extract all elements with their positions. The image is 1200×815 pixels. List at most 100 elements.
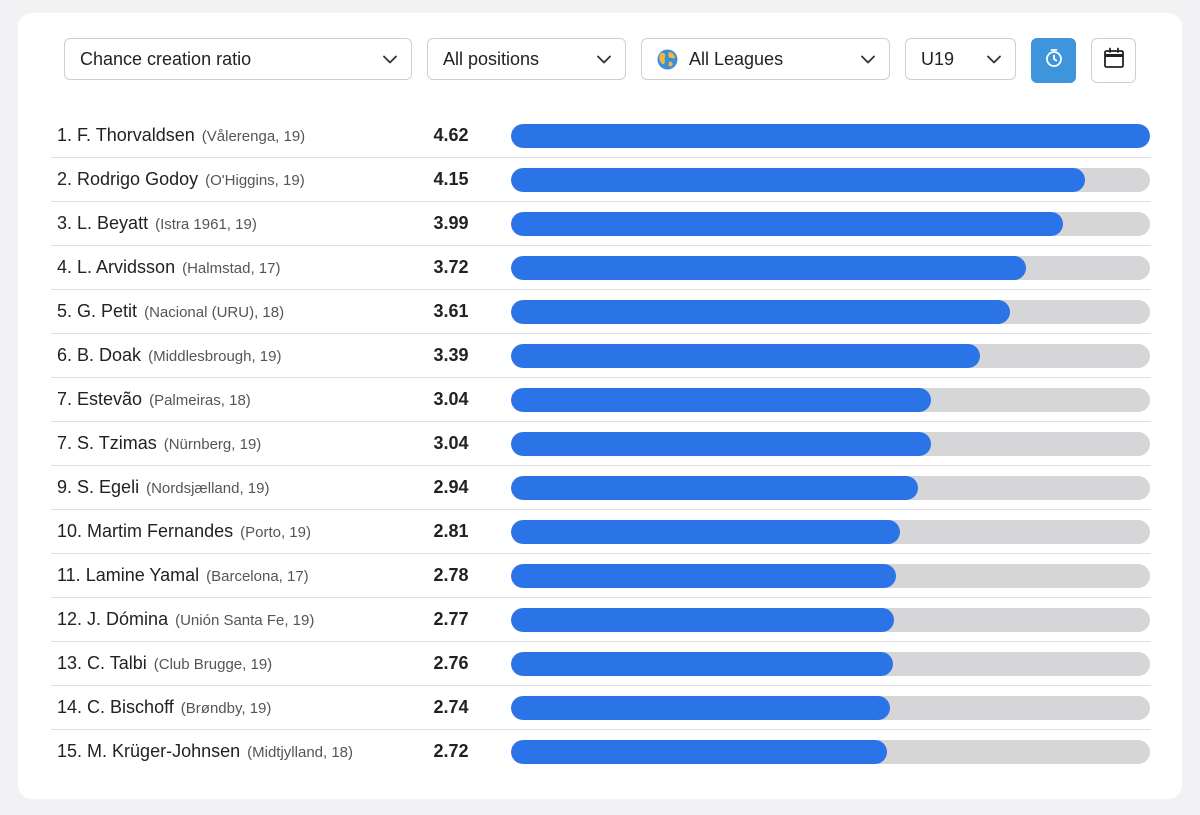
bar-fill <box>511 124 1150 148</box>
bar-track <box>511 300 1150 324</box>
bar-track <box>511 344 1150 368</box>
bar-fill <box>511 564 896 588</box>
ranking-list: 1. F. Thorvaldsen (Vålerenga, 19) 4.62 2. … <box>51 114 1151 774</box>
bar-track <box>511 608 1150 632</box>
table-row[interactable]: 1. F. Thorvaldsen (Vålerenga, 19) 4.62 <box>51 114 1151 158</box>
player-name-cell: 13. C. Talbi (Club Brugge, 19) <box>57 642 272 685</box>
filter-toolbar: Chance creation ratio All positions All … <box>18 13 1182 113</box>
player-name[interactable]: C. Bischoff <box>87 697 174 717</box>
chevron-down-icon <box>383 52 397 66</box>
player-name[interactable]: M. Krüger-Johnsen <box>87 741 241 761</box>
league-select[interactable]: All Leagues <box>641 38 890 80</box>
calendar-filter-button[interactable] <box>1091 38 1136 83</box>
player-name-cell: 3. L. Beyatt (Istra 1961, 19) <box>57 202 257 245</box>
table-row[interactable]: 7. S. Tzimas (Nürnberg, 19) 3.04 <box>51 422 1151 466</box>
calendar-icon <box>1103 47 1125 74</box>
player-name[interactable]: Lamine Yamal <box>85 565 200 585</box>
player-club: (Nacional (URU), 18) <box>144 304 285 321</box>
table-row[interactable]: 5. G. Petit (Nacional (URU), 18) 3.61 <box>51 290 1151 334</box>
player-name[interactable]: G. Petit <box>77 301 138 321</box>
position-select-value: All positions <box>443 48 540 69</box>
stopwatch-icon <box>1044 48 1064 73</box>
bar-fill <box>511 476 918 500</box>
player-value: 4.15 <box>433 169 469 189</box>
bar-track <box>511 388 1150 412</box>
table-row[interactable]: 3. L. Beyatt (Istra 1961, 19) 3.99 <box>51 202 1151 246</box>
chevron-down-icon <box>861 52 875 66</box>
player-name[interactable]: S. Egeli <box>77 477 140 497</box>
player-name-cell: 6. B. Doak (Middlesbrough, 19) <box>57 334 281 377</box>
player-club: (Unión Santa Fe, 19) <box>175 612 315 629</box>
player-name[interactable]: L. Beyatt <box>77 213 149 233</box>
player-name[interactable]: S. Tzimas <box>77 433 157 453</box>
table-row[interactable]: 7. Estevão (Palmeiras, 18) 3.04 <box>51 378 1151 422</box>
player-rank: 2. <box>57 169 73 189</box>
player-value: 3.99 <box>433 213 469 233</box>
bar-fill <box>511 608 895 632</box>
bar-track <box>511 652 1150 676</box>
player-club: (Club Brugge, 19) <box>153 656 273 673</box>
bar-fill <box>511 388 932 412</box>
player-value: 2.78 <box>433 565 469 585</box>
bar-track <box>511 124 1150 148</box>
table-row[interactable]: 6. B. Doak (Middlesbrough, 19) 3.39 <box>51 334 1151 378</box>
table-row[interactable]: 9. S. Egeli (Nordsjælland, 19) 2.94 <box>51 466 1151 510</box>
player-club: (Middlesbrough, 19) <box>148 348 282 365</box>
bar-track <box>511 520 1150 544</box>
player-name[interactable]: J. Dómina <box>87 609 169 629</box>
table-row[interactable]: 15. M. Krüger-Johnsen (Midtjylland, 18) 2… <box>51 730 1151 774</box>
player-name-cell: 4. L. Arvidsson (Halmstad, 17) <box>57 246 280 289</box>
player-value: 3.72 <box>433 257 469 277</box>
player-name[interactable]: C. Talbi <box>87 653 147 673</box>
bar-fill <box>511 300 1011 324</box>
bar-fill <box>511 740 888 764</box>
position-select[interactable]: All positions <box>427 38 626 80</box>
player-name[interactable]: Estevão <box>77 389 143 409</box>
player-name-cell: 7. S. Tzimas (Nürnberg, 19) <box>57 422 261 465</box>
metric-select-value: Chance creation ratio <box>80 48 252 69</box>
bar-fill <box>511 696 890 720</box>
player-club: (Istra 1961, 19) <box>155 216 257 233</box>
metric-select[interactable]: Chance creation ratio <box>64 38 412 80</box>
player-name-cell: 14. C. Bischoff (Brøndby, 19) <box>57 686 271 729</box>
table-row[interactable]: 10. Martim Fernandes (Porto, 19) 2.81 <box>51 510 1151 554</box>
player-value: 2.94 <box>433 477 469 497</box>
player-value: 3.39 <box>433 345 469 365</box>
table-row[interactable]: 11. Lamine Yamal (Barcelona, 17) 2.78 <box>51 554 1151 598</box>
player-club: (Porto, 19) <box>240 524 311 541</box>
player-name[interactable]: Martim Fernandes <box>87 521 234 541</box>
player-club: (Midtjylland, 18) <box>247 744 354 761</box>
player-rank: 7. <box>57 433 73 453</box>
timer-filter-button[interactable] <box>1031 38 1076 83</box>
player-name-cell: 5. G. Petit (Nacional (URU), 18) <box>57 290 284 333</box>
player-rank: 15. <box>57 741 83 761</box>
table-row[interactable]: 14. C. Bischoff (Brøndby, 19) 2.74 <box>51 686 1151 730</box>
leaderboard-card: Chance creation ratio All positions All … <box>18 13 1182 799</box>
player-rank: 14. <box>57 697 83 717</box>
player-name[interactable]: B. Doak <box>77 345 142 365</box>
bar-track <box>511 476 1150 500</box>
player-name[interactable]: Rodrigo Godoy <box>77 169 199 189</box>
bar-fill <box>511 344 980 368</box>
player-name[interactable]: L. Arvidsson <box>77 257 176 277</box>
table-row[interactable]: 13. C. Talbi (Club Brugge, 19) 2.76 <box>51 642 1151 686</box>
table-row[interactable]: 2. Rodrigo Godoy (O'Higgins, 19) 4.15 <box>51 158 1151 202</box>
table-row[interactable]: 4. L. Arvidsson (Halmstad, 17) 3.72 <box>51 246 1151 290</box>
player-name[interactable]: F. Thorvaldsen <box>77 125 195 145</box>
player-rank: 10. <box>57 521 83 541</box>
player-name-cell: 1. F. Thorvaldsen (Vålerenga, 19) <box>57 114 305 157</box>
table-row[interactable]: 12. J. Dómina (Unión Santa Fe, 19) 2.77 <box>51 598 1151 642</box>
chevron-down-icon <box>597 52 611 66</box>
player-club: (Palmeiras, 18) <box>149 392 251 409</box>
player-name-cell: 2. Rodrigo Godoy (O'Higgins, 19) <box>57 158 305 201</box>
player-club: (Nordsjælland, 19) <box>146 480 270 497</box>
player-rank: 1. <box>57 125 73 145</box>
player-name-cell: 7. Estevão (Palmeiras, 18) <box>57 378 251 421</box>
player-value: 2.81 <box>433 521 469 541</box>
age-select[interactable]: U19 <box>905 38 1016 80</box>
bar-track <box>511 432 1150 456</box>
player-club: (Halmstad, 17) <box>182 260 281 277</box>
player-name-cell: 12. J. Dómina (Unión Santa Fe, 19) <box>57 598 314 641</box>
bar-track <box>511 168 1150 192</box>
player-value: 3.04 <box>433 433 469 453</box>
